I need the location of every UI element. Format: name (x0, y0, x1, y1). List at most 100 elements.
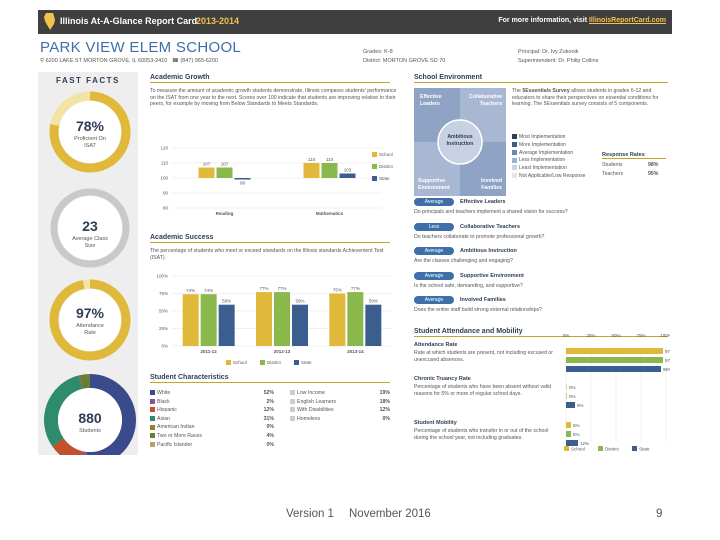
diagram-effective: Effective Leaders (420, 94, 442, 107)
attendance-rate-text: Rate at which students are present, not … (414, 350, 553, 363)
response-teachers: 95% (648, 171, 659, 177)
attendance-rate-title: Attendance Rate (414, 342, 458, 348)
bar-value-label: 59% (369, 299, 378, 304)
x-tick-label: Reading (216, 211, 234, 216)
chronic-truancy-text: Percentage of students who have been abs… (414, 384, 551, 397)
survey-name: 5Essentials Survey (522, 88, 570, 94)
legend-label-state: State (639, 447, 650, 452)
illinois-state-icon (44, 13, 55, 30)
characteristic-label: Hispanic (157, 407, 177, 414)
characteristic-label: Black (157, 398, 170, 405)
hbar-school (566, 422, 571, 428)
legend-label-district: District (605, 447, 619, 452)
school-meta: Grades: K-8 District: MORTON GROVE SD 70 (363, 48, 445, 66)
info-link[interactable]: IllinoisReportCard.com (588, 17, 666, 24)
diagram-supportive: Supportive Environment (418, 178, 450, 191)
diagram-involved: Involved Families (480, 178, 502, 191)
characteristic-value: 19% (379, 390, 390, 396)
implementation-label: Least Implementation (519, 165, 567, 172)
bar-value-label: 110 (308, 157, 316, 162)
class-size-value: 23 (82, 218, 98, 234)
isat-ring (49, 91, 131, 173)
district: District: MORTON GROVE SD 70 (363, 58, 446, 64)
implementation-legend-item: Not Applicable/Low Response (512, 173, 585, 179)
legend-label-school: School (379, 152, 393, 157)
hbar-state (566, 366, 661, 372)
legend-label-school: School (233, 360, 247, 365)
legend-label-district: District (379, 164, 393, 169)
environment-rating-badge: Average (414, 296, 454, 304)
implementation-swatch (512, 141, 517, 147)
environment-text: The 5Essentials Survey allows students i… (512, 88, 668, 108)
attendance-mobility-title: Student Attendance and Mobility (414, 328, 668, 337)
pie-slice-white (86, 374, 136, 455)
attendance-mobility-chart: 0%25%50%75%100%97%97%95%0%0%9%5%5%12%Sch… (563, 333, 670, 452)
characteristic-swatch (290, 398, 295, 404)
implementation-legend-item: Least Implementation (512, 165, 567, 171)
report-title: Illinois At-A-Glance Report Card (60, 16, 198, 26)
x-tick-label: 2013-14 (347, 349, 364, 354)
info-text: For more information, visit IllinoisRepo… (498, 17, 666, 24)
characteristic-value: 18% (379, 398, 390, 405)
y-tick-label: 0% (161, 344, 168, 349)
hbar-value-label: 12% (580, 441, 589, 446)
implementation-swatch (512, 173, 517, 179)
location-icon: ⚲ (40, 58, 45, 64)
hbar-school (566, 384, 567, 390)
characteristic-value: 0% (266, 424, 275, 431)
principal: Principal: Dr. Ivy Zukonik (518, 49, 579, 55)
implementation-label: Less Implementation (519, 157, 566, 164)
academic-growth-title: Academic Growth (150, 74, 390, 83)
bar-state (292, 304, 308, 346)
response-teachers-label: Teachers (602, 171, 624, 177)
student-characteristics-pie (44, 374, 136, 455)
bar-school (256, 292, 272, 346)
environment-item-title: Involved Families (460, 297, 506, 303)
hbar-state (566, 402, 575, 408)
pie-slice-black (82, 451, 88, 455)
header-bar: Illinois At-A-Glance Report Card 2013-20… (38, 10, 672, 34)
characteristic-swatch (150, 424, 155, 430)
attendance-label-1: Attendance (76, 323, 104, 329)
y-tick-label: 110 (161, 161, 169, 166)
implementation-swatch (512, 134, 517, 140)
characteristic-swatch (290, 415, 295, 421)
characteristic-swatch (290, 407, 295, 413)
hbar-value-label: 5% (573, 432, 580, 437)
student-mobility-title: Student Mobility (414, 420, 457, 426)
x-tick-label: 25% (586, 333, 595, 338)
characteristic-row: Pacific Islander 0% (150, 442, 274, 448)
characteristic-row: English Learners 18% (290, 399, 390, 405)
environment-rating-badge: Less (414, 222, 454, 231)
school-name: PARK VIEW ELEM SCHOOL (40, 39, 242, 56)
characteristic-row: Low Income 19% (290, 390, 390, 396)
class-size-fact: 23 Average Class Size (48, 186, 132, 270)
diagram-collaborative: Collaborative Teachers (469, 94, 502, 107)
characteristic-label: Low Income (297, 390, 325, 396)
bar-value-label: 110 (326, 157, 334, 162)
characteristic-label: Pacific Islander (157, 441, 193, 448)
characteristic-row: White 52% (150, 390, 274, 396)
bar-district (274, 292, 290, 346)
x-tick-label: 100% (660, 333, 670, 338)
school-address: 6200 LAKE ST MORTON GROVE, IL 60053-2410 (45, 58, 168, 64)
pie-center (58, 388, 122, 452)
characteristic-value: 0% (266, 441, 275, 448)
bar-school (329, 293, 346, 346)
characteristic-swatch (290, 390, 295, 396)
x-tick-label: 75% (636, 333, 645, 338)
implementation-label: Average Implementation (519, 149, 574, 156)
hbar-value-label: 0% (569, 385, 576, 390)
footer-page: 9 (656, 508, 663, 520)
x-tick-label: Mathematics (316, 211, 344, 216)
academic-success-title: Academic Success (150, 234, 390, 243)
hbar-value-label: 9% (577, 403, 584, 408)
characteristic-label: With Disabilities (297, 407, 334, 414)
x-tick-label: 0% (563, 333, 570, 338)
y-tick-label: 120 (160, 146, 168, 151)
school-environment-title: School Environment (414, 74, 668, 83)
environment-rating-badge: Average (414, 247, 454, 255)
academic-growth-chart: 80 90 100 110 120 107 107 99 Reading 110 110 103 Mat… (160, 146, 393, 217)
legend-label-school: School (571, 447, 585, 452)
hbar-district (566, 431, 571, 437)
